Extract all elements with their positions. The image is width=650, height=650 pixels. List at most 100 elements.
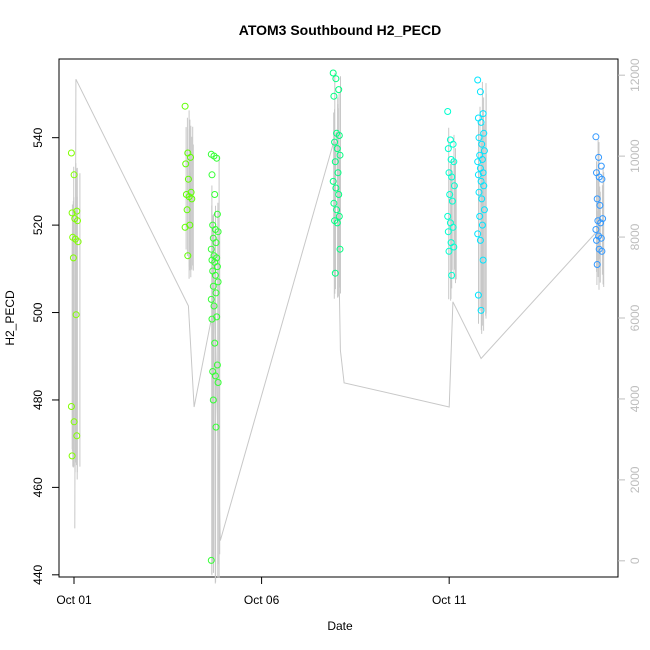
data-point bbox=[333, 206, 341, 214]
data-point bbox=[479, 110, 487, 118]
data-point bbox=[596, 201, 604, 209]
data-point bbox=[207, 295, 215, 303]
data-point bbox=[329, 69, 337, 77]
y-tick-label: 480 bbox=[31, 390, 45, 410]
y2-tick-label: 4000 bbox=[628, 385, 642, 412]
data-point bbox=[214, 228, 222, 236]
y-axis-label: H2_PECD bbox=[3, 290, 17, 346]
data-point bbox=[597, 162, 605, 170]
data-point bbox=[444, 145, 452, 153]
data-point bbox=[479, 256, 487, 264]
data-point bbox=[477, 306, 485, 314]
data-point bbox=[475, 188, 483, 196]
right-y-axis: 0 2000 4000 6000 8000 10000 12000 bbox=[618, 58, 642, 564]
y-tick-label: 520 bbox=[31, 215, 45, 235]
data-point bbox=[335, 86, 343, 94]
data-point bbox=[73, 207, 81, 215]
data-point bbox=[480, 147, 488, 155]
data-point bbox=[449, 223, 457, 231]
data-point bbox=[329, 177, 337, 185]
data-point bbox=[187, 153, 194, 161]
data-point bbox=[207, 245, 215, 253]
data-point bbox=[336, 151, 344, 159]
data-point bbox=[477, 118, 485, 126]
data-point bbox=[476, 88, 484, 96]
data-point bbox=[474, 158, 482, 166]
data-point bbox=[74, 238, 82, 246]
data-point bbox=[335, 212, 343, 220]
data-point bbox=[211, 372, 219, 380]
data-point bbox=[213, 210, 221, 218]
data-point bbox=[474, 76, 482, 84]
data-point bbox=[74, 217, 81, 225]
chart-title: ATOM3 Southbound H2_PECD bbox=[239, 22, 441, 38]
data-point bbox=[211, 339, 219, 347]
data-point bbox=[211, 191, 219, 198]
data-point bbox=[478, 195, 486, 203]
y-tick-label: 460 bbox=[31, 477, 45, 497]
data-point bbox=[182, 160, 190, 168]
data-point bbox=[334, 169, 342, 177]
data-point bbox=[73, 432, 81, 440]
data-point bbox=[208, 315, 216, 323]
data-point bbox=[212, 423, 220, 431]
y2-tick-label: 2000 bbox=[628, 466, 642, 493]
data-point bbox=[593, 261, 601, 268]
data-point bbox=[593, 236, 600, 244]
left-y-axis: 440 460 480 500 520 540 bbox=[31, 127, 59, 585]
data-point bbox=[214, 278, 222, 286]
data-point bbox=[331, 269, 339, 277]
connector-line bbox=[74, 78, 600, 541]
data-point bbox=[181, 223, 189, 231]
data-point bbox=[474, 291, 482, 299]
data-point bbox=[444, 212, 452, 220]
data-point bbox=[597, 219, 605, 227]
data-point bbox=[213, 263, 221, 271]
data-point bbox=[450, 182, 458, 190]
data-point bbox=[476, 236, 484, 244]
x-axis: Oct 01 Oct 06 Oct 11 bbox=[56, 577, 467, 607]
data-point bbox=[213, 154, 221, 162]
data-point bbox=[213, 361, 221, 369]
data-point bbox=[478, 140, 486, 148]
data-point bbox=[184, 175, 192, 183]
data-point bbox=[332, 184, 340, 192]
data-point bbox=[70, 418, 78, 426]
y2-tick-label: 6000 bbox=[628, 304, 642, 331]
gray-line-series bbox=[71, 73, 605, 584]
data-point bbox=[480, 206, 488, 214]
data-point bbox=[474, 230, 482, 238]
data-point bbox=[335, 132, 343, 139]
data-point bbox=[449, 140, 457, 148]
y-tick-label: 500 bbox=[31, 302, 45, 322]
data-point bbox=[446, 191, 454, 198]
data-point bbox=[444, 228, 452, 236]
data-point bbox=[444, 108, 452, 115]
data-point bbox=[212, 239, 220, 247]
data-point bbox=[450, 158, 458, 166]
data-point bbox=[333, 145, 341, 153]
data-point bbox=[209, 282, 217, 290]
data-point bbox=[67, 149, 75, 157]
data-point bbox=[448, 271, 456, 279]
data-point bbox=[474, 171, 482, 179]
data-point bbox=[67, 403, 75, 410]
data-point bbox=[68, 452, 76, 460]
y2-tick-label: 12000 bbox=[628, 58, 642, 92]
data-point bbox=[332, 75, 340, 83]
data-point bbox=[478, 221, 486, 229]
data-point bbox=[445, 247, 453, 255]
x-tick-label: Oct 11 bbox=[432, 593, 467, 607]
data-point bbox=[598, 247, 606, 255]
data-point bbox=[184, 252, 192, 260]
data-point bbox=[212, 289, 220, 297]
data-point bbox=[181, 102, 189, 110]
data-point bbox=[476, 212, 484, 220]
x-tick-label: Oct 06 bbox=[244, 593, 280, 607]
data-point bbox=[72, 311, 80, 319]
data-point bbox=[595, 153, 603, 161]
data-point bbox=[210, 302, 218, 310]
data-point bbox=[211, 271, 219, 279]
data-points bbox=[67, 69, 607, 564]
data-point bbox=[593, 195, 601, 203]
